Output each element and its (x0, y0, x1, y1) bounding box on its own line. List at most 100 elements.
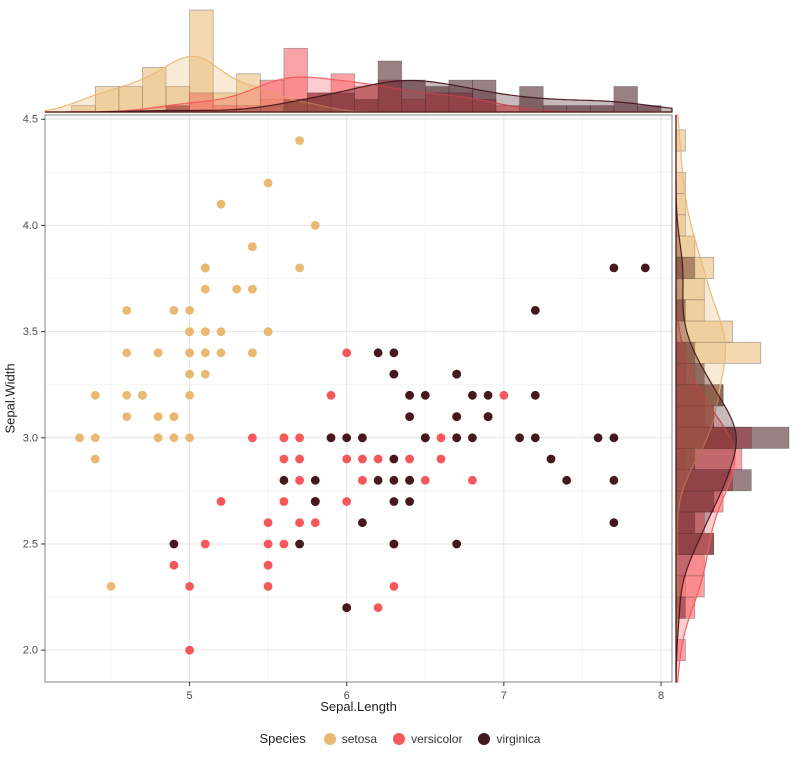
data-point (248, 242, 257, 252)
data-point (75, 433, 84, 443)
data-point (310, 497, 320, 506)
data-point (515, 433, 524, 443)
data-point (358, 518, 367, 528)
data-point (185, 582, 195, 591)
data-point (169, 539, 179, 549)
data-point (279, 475, 289, 485)
data-point (405, 475, 414, 485)
legend-item-setosa: setosa (323, 731, 378, 746)
data-point (185, 390, 195, 400)
data-point (483, 412, 493, 421)
legend: Species setosa versicolor virginica (0, 731, 800, 746)
data-point (389, 539, 399, 549)
data-point (310, 518, 320, 528)
y-tick-label: 2.5 (23, 538, 38, 550)
right-density-virginica (675, 115, 737, 683)
data-point (452, 369, 462, 379)
data-point (609, 433, 619, 443)
data-point (405, 454, 414, 464)
data-point (90, 454, 100, 464)
legend-label-versicolor: versicolor (411, 731, 463, 746)
top-marginal (44, 9, 673, 113)
data-point (499, 390, 509, 400)
data-point (295, 454, 304, 464)
right-marginal (675, 114, 790, 683)
data-point (452, 412, 462, 421)
data-point (216, 327, 226, 336)
data-point (185, 327, 195, 336)
data-point (200, 539, 210, 549)
legend-dot-virginica (478, 732, 491, 745)
data-point (122, 390, 132, 400)
data-point (106, 582, 116, 591)
data-point (373, 475, 383, 485)
data-point (185, 645, 195, 655)
top-hist-virginica (165, 60, 662, 113)
legend-item-virginica: virginica (478, 732, 540, 746)
data-point (263, 582, 273, 591)
data-point (216, 199, 226, 209)
x-axis-title: Sepal.Length (320, 699, 397, 714)
data-point (358, 433, 367, 443)
data-point (389, 348, 399, 358)
data-point (530, 390, 540, 400)
data-point (279, 497, 289, 506)
data-point (562, 475, 572, 485)
data-point (609, 518, 619, 528)
data-point (373, 348, 383, 358)
data-point (420, 390, 430, 400)
data-point (200, 327, 210, 336)
y-tick-label: 4.5 (23, 114, 38, 126)
data-point (389, 582, 399, 591)
data-point (216, 497, 226, 506)
x-tick-label: 8 (658, 690, 664, 702)
data-point (248, 433, 257, 443)
data-point (389, 497, 399, 506)
data-point (468, 390, 477, 400)
data-point (295, 539, 304, 549)
data-point (295, 433, 304, 443)
legend-label-virginica: virginica (496, 731, 541, 746)
data-point (342, 603, 352, 613)
data-point (263, 539, 273, 549)
data-point (263, 560, 273, 570)
data-point (185, 348, 195, 358)
data-point (468, 475, 477, 485)
data-point (122, 348, 132, 358)
data-point (122, 306, 132, 315)
y-tick-label: 3.5 (23, 326, 38, 338)
data-point (279, 433, 289, 443)
y-tick-label: 4.0 (23, 220, 38, 232)
data-point (90, 390, 100, 400)
x-tick-label: 6 (344, 690, 350, 702)
data-point (358, 454, 367, 464)
data-point (185, 433, 195, 443)
data-point (153, 348, 163, 358)
data-point (405, 497, 414, 506)
data-point (546, 454, 556, 464)
axis-ticks: 5 6 7 8 2.0 2.5 3.0 3.5 4.0 4.5 (23, 114, 664, 702)
y-axis-title-wrap: Sepal.Width (0, 115, 20, 682)
data-point (530, 306, 540, 315)
data-point (200, 348, 210, 358)
data-point (90, 433, 100, 443)
y-axis-title: Sepal.Width (2, 363, 18, 434)
legend-title: Species (259, 731, 306, 746)
data-point (263, 327, 273, 336)
data-point (436, 454, 446, 464)
data-point (279, 539, 289, 549)
data-point (342, 433, 352, 443)
data-point (153, 412, 163, 421)
data-point (593, 433, 603, 443)
data-point (310, 221, 320, 230)
legend-label-setosa: setosa (341, 731, 378, 746)
data-point (483, 390, 493, 400)
data-point (263, 518, 273, 528)
data-point (609, 475, 619, 485)
panel-border (44, 114, 673, 683)
y-tick-label: 3.0 (23, 432, 38, 444)
data-point (326, 390, 336, 400)
data-point (373, 454, 383, 464)
data-point (389, 475, 399, 485)
